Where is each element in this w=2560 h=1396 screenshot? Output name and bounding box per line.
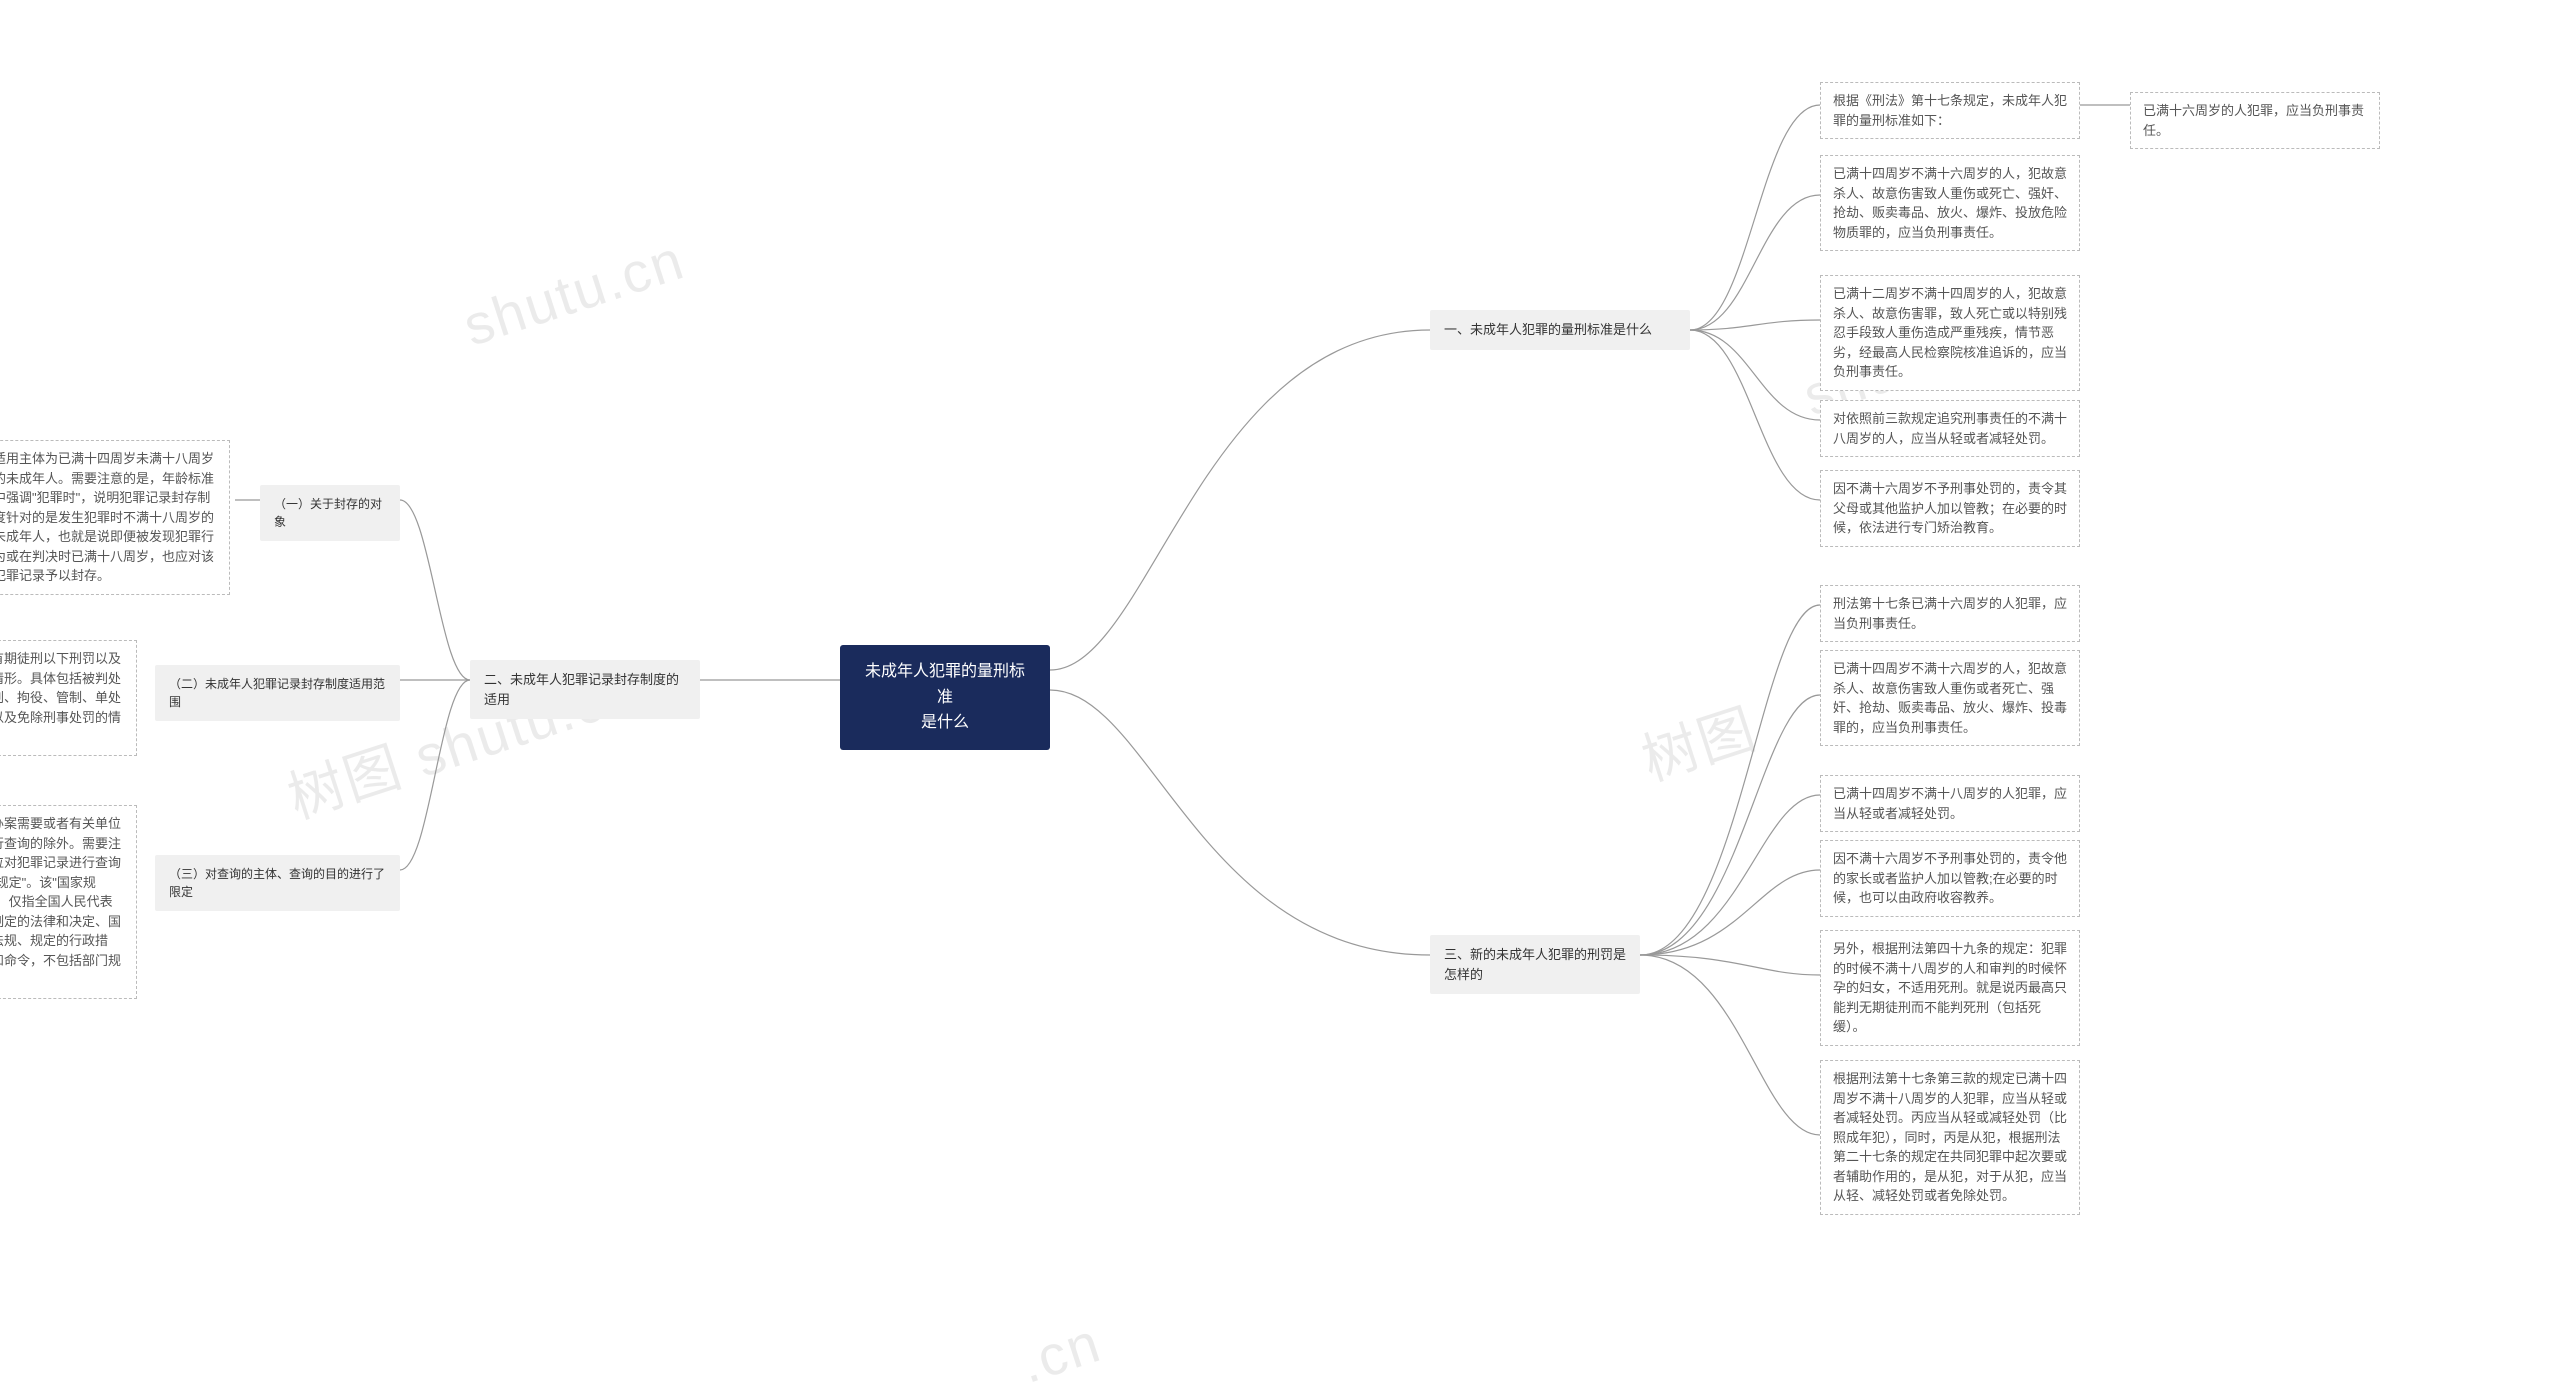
branch-3-child-2: 已满十四周岁不满十八周岁的人犯罪，应当从轻或者减轻处罚。: [1820, 775, 2080, 832]
branch-3-child-1: 已满十四周岁不满十六周岁的人，犯故意杀人、故意伤害致人重伤或者死亡、强奸、抢劫、…: [1820, 650, 2080, 746]
mindmap-root: 未成年人犯罪的量刑标准 是什么: [840, 645, 1050, 750]
branch-3-child-3: 因不满十六周岁不予刑事处罚的，责令他的家长或者监护人加以管教;在必要的时候，也可…: [1820, 840, 2080, 917]
branch-3-child-0: 刑法第十七条已满十六周岁的人犯罪，应当负刑事责任。: [1820, 585, 2080, 642]
branch-3: 三、新的未成年人犯罪的刑罚是怎样的: [1430, 935, 1640, 994]
branch-1-child-3: 对依照前三款规定追究刑事责任的不满十八周岁的人，应当从轻或者减轻处罚。: [1820, 400, 2080, 457]
root-line1: 未成年人犯罪的量刑标准: [865, 663, 1025, 706]
branch-1-child-0: 根据《刑法》第十七条规定，未成年人犯罪的量刑标准如下：: [1820, 82, 2080, 139]
branch-1-child-2: 已满十二周岁不满十四周岁的人，犯故意杀人、故意伤害罪，致人死亡或以特别残忍手段致…: [1820, 275, 2080, 391]
branch-3-child-5: 根据刑法第十七条第三款的规定已满十四周岁不满十八周岁的人犯罪，应当从轻或者减轻处…: [1820, 1060, 2080, 1215]
watermark: shutu.cn: [456, 226, 693, 358]
watermark: 树图: [1630, 684, 1765, 797]
branch-2-leaf-0: 适用主体为已满十四周岁未满十八周岁的未成年人。需要注意的是，年龄标准中强调"犯罪…: [0, 440, 230, 595]
branch-3-child-4: 另外，根据刑法第四十九条的规定：犯罪的时候不满十八周岁的人和审判的时候怀孕的妇女…: [1820, 930, 2080, 1046]
branch-2-leaf-2: 即为司法机关为办案需要或者有关单位根据国家规定进行查询的除外。需要注意的是，有关…: [0, 805, 137, 999]
branch-1-child-0-leaf: 已满十六周岁的人犯罪，应当负刑事责任。: [2130, 92, 2380, 149]
branch-2-sub-1: （二）未成年人犯罪记录封存制度适用范围: [155, 665, 400, 721]
watermark: .cn: [1012, 1309, 1109, 1396]
branch-1-child-1: 已满十四周岁不满十六周岁的人，犯故意杀人、故意伤害致人重伤或死亡、强奸、抢劫、贩…: [1820, 155, 2080, 251]
branch-2-leaf-1: 即为被判处五年有期徒刑以下刑罚以及免除刑事处罚的情形。具体包括被判处五年以下有期…: [0, 640, 137, 756]
branch-1: 一、未成年人犯罪的量刑标准是什么: [1430, 310, 1690, 350]
branch-1-child-4: 因不满十六周岁不予刑事处罚的，责令其父母或其他监护人加以管教；在必要的时候，依法…: [1820, 470, 2080, 547]
branch-2-sub-0: （一）关于封存的对象: [260, 485, 400, 541]
branch-2-sub-2: （三）对查询的主体、查询的目的进行了限定: [155, 855, 400, 911]
branch-2: 二、未成年人犯罪记录封存制度的适用: [470, 660, 700, 719]
root-line2: 是什么: [921, 714, 969, 731]
